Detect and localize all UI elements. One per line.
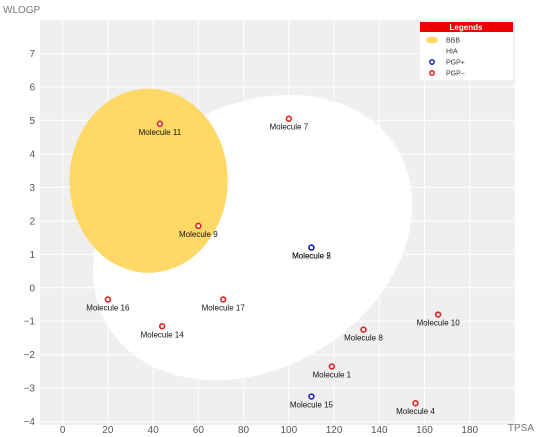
label-molecule-17: Molecule 17 [202, 303, 246, 312]
y-tick-label: −2 [24, 350, 36, 361]
region-bbb [69, 88, 228, 273]
point-molecule-1 [328, 363, 335, 370]
label-molecule-7: Molecule 7 [269, 123, 308, 132]
label-molecule-8: Molecule 8 [344, 334, 383, 343]
legend-item-pgp-plus: PGP+ [446, 60, 465, 67]
legend: Legends BBB HIA PGP+ PGP− [420, 22, 513, 80]
y-tick-label: −1 [24, 317, 36, 328]
point-molecule-8 [360, 326, 367, 333]
label-molecule-4: Molecule 4 [396, 407, 435, 416]
legend-item-bbb: BBB [446, 38, 460, 45]
y-tick-label: 0 [29, 283, 35, 294]
label-molecule-5: Molecule 5 [292, 252, 331, 261]
x-tick-label: 160 [416, 425, 433, 436]
point-molecule-7 [285, 115, 293, 122]
x-tick-label: 20 [102, 425, 114, 436]
x-tick-label: 140 [371, 425, 388, 436]
x-tick-label: 0 [60, 425, 66, 436]
y-axis-title: WLOGP [3, 5, 41, 16]
label-molecule-16: Molecule 16 [86, 303, 130, 312]
legend-hia-swatch [426, 47, 438, 55]
label-molecule-9: Molecule 9 [179, 230, 218, 239]
point-molecule-14 [158, 323, 166, 330]
label-molecule-1: Molecule 1 [312, 370, 351, 379]
point-molecule-5 [308, 244, 315, 251]
y-tick-label: 3 [29, 183, 35, 194]
label-molecule-2: Molecule 2 [292, 252, 331, 261]
legend-header [420, 22, 513, 32]
label-molecule-11: Molecule 11 [139, 128, 182, 137]
y-axis-ticks: −4 −3 −2 −1 0 1 2 3 4 5 6 7 [24, 49, 36, 428]
x-axis-title: TPSA [508, 423, 534, 434]
y-tick-label: 5 [29, 116, 35, 127]
legend-pgp-minus-marker [429, 70, 435, 76]
legend-item-hia: HIA [446, 49, 458, 56]
point-molecule-15 [308, 393, 315, 400]
y-tick-label: 6 [29, 82, 35, 93]
data-points [104, 115, 442, 407]
label-molecule-10: Molecule 10 [417, 319, 461, 328]
y-tick-label: −4 [24, 417, 36, 428]
point-molecule-11 [156, 120, 164, 127]
y-tick-label: 7 [29, 49, 35, 60]
legend-title: Legends [450, 23, 483, 32]
legend-bbb-swatch [426, 36, 438, 44]
point-molecule-4 [412, 400, 419, 407]
label-molecule-15: Molecule 15 [290, 401, 334, 410]
y-tick-label: 1 [29, 250, 35, 261]
x-tick-label: 40 [148, 425, 160, 436]
point-molecule-9 [195, 222, 202, 230]
x-tick-label: 80 [238, 425, 250, 436]
y-tick-label: 2 [29, 216, 35, 227]
x-tick-label: 120 [326, 425, 343, 436]
point-molecule-17 [220, 296, 227, 303]
x-tick-label: 180 [461, 425, 478, 436]
point-molecule-10 [434, 311, 442, 318]
x-tick-label: 100 [280, 425, 297, 436]
point-molecule-16 [104, 296, 112, 303]
label-molecule-14: Molecule 14 [141, 330, 185, 339]
y-tick-label: 4 [29, 149, 35, 160]
legend-pgp-plus-marker [429, 59, 435, 65]
legend-item-pgp-minus: PGP− [446, 71, 465, 78]
regions [69, 88, 413, 381]
y-tick-label: −3 [24, 384, 36, 395]
x-tick-label: 60 [193, 425, 205, 436]
x-axis-ticks: 0 20 40 60 80 100 120 140 160 180 [60, 425, 479, 436]
